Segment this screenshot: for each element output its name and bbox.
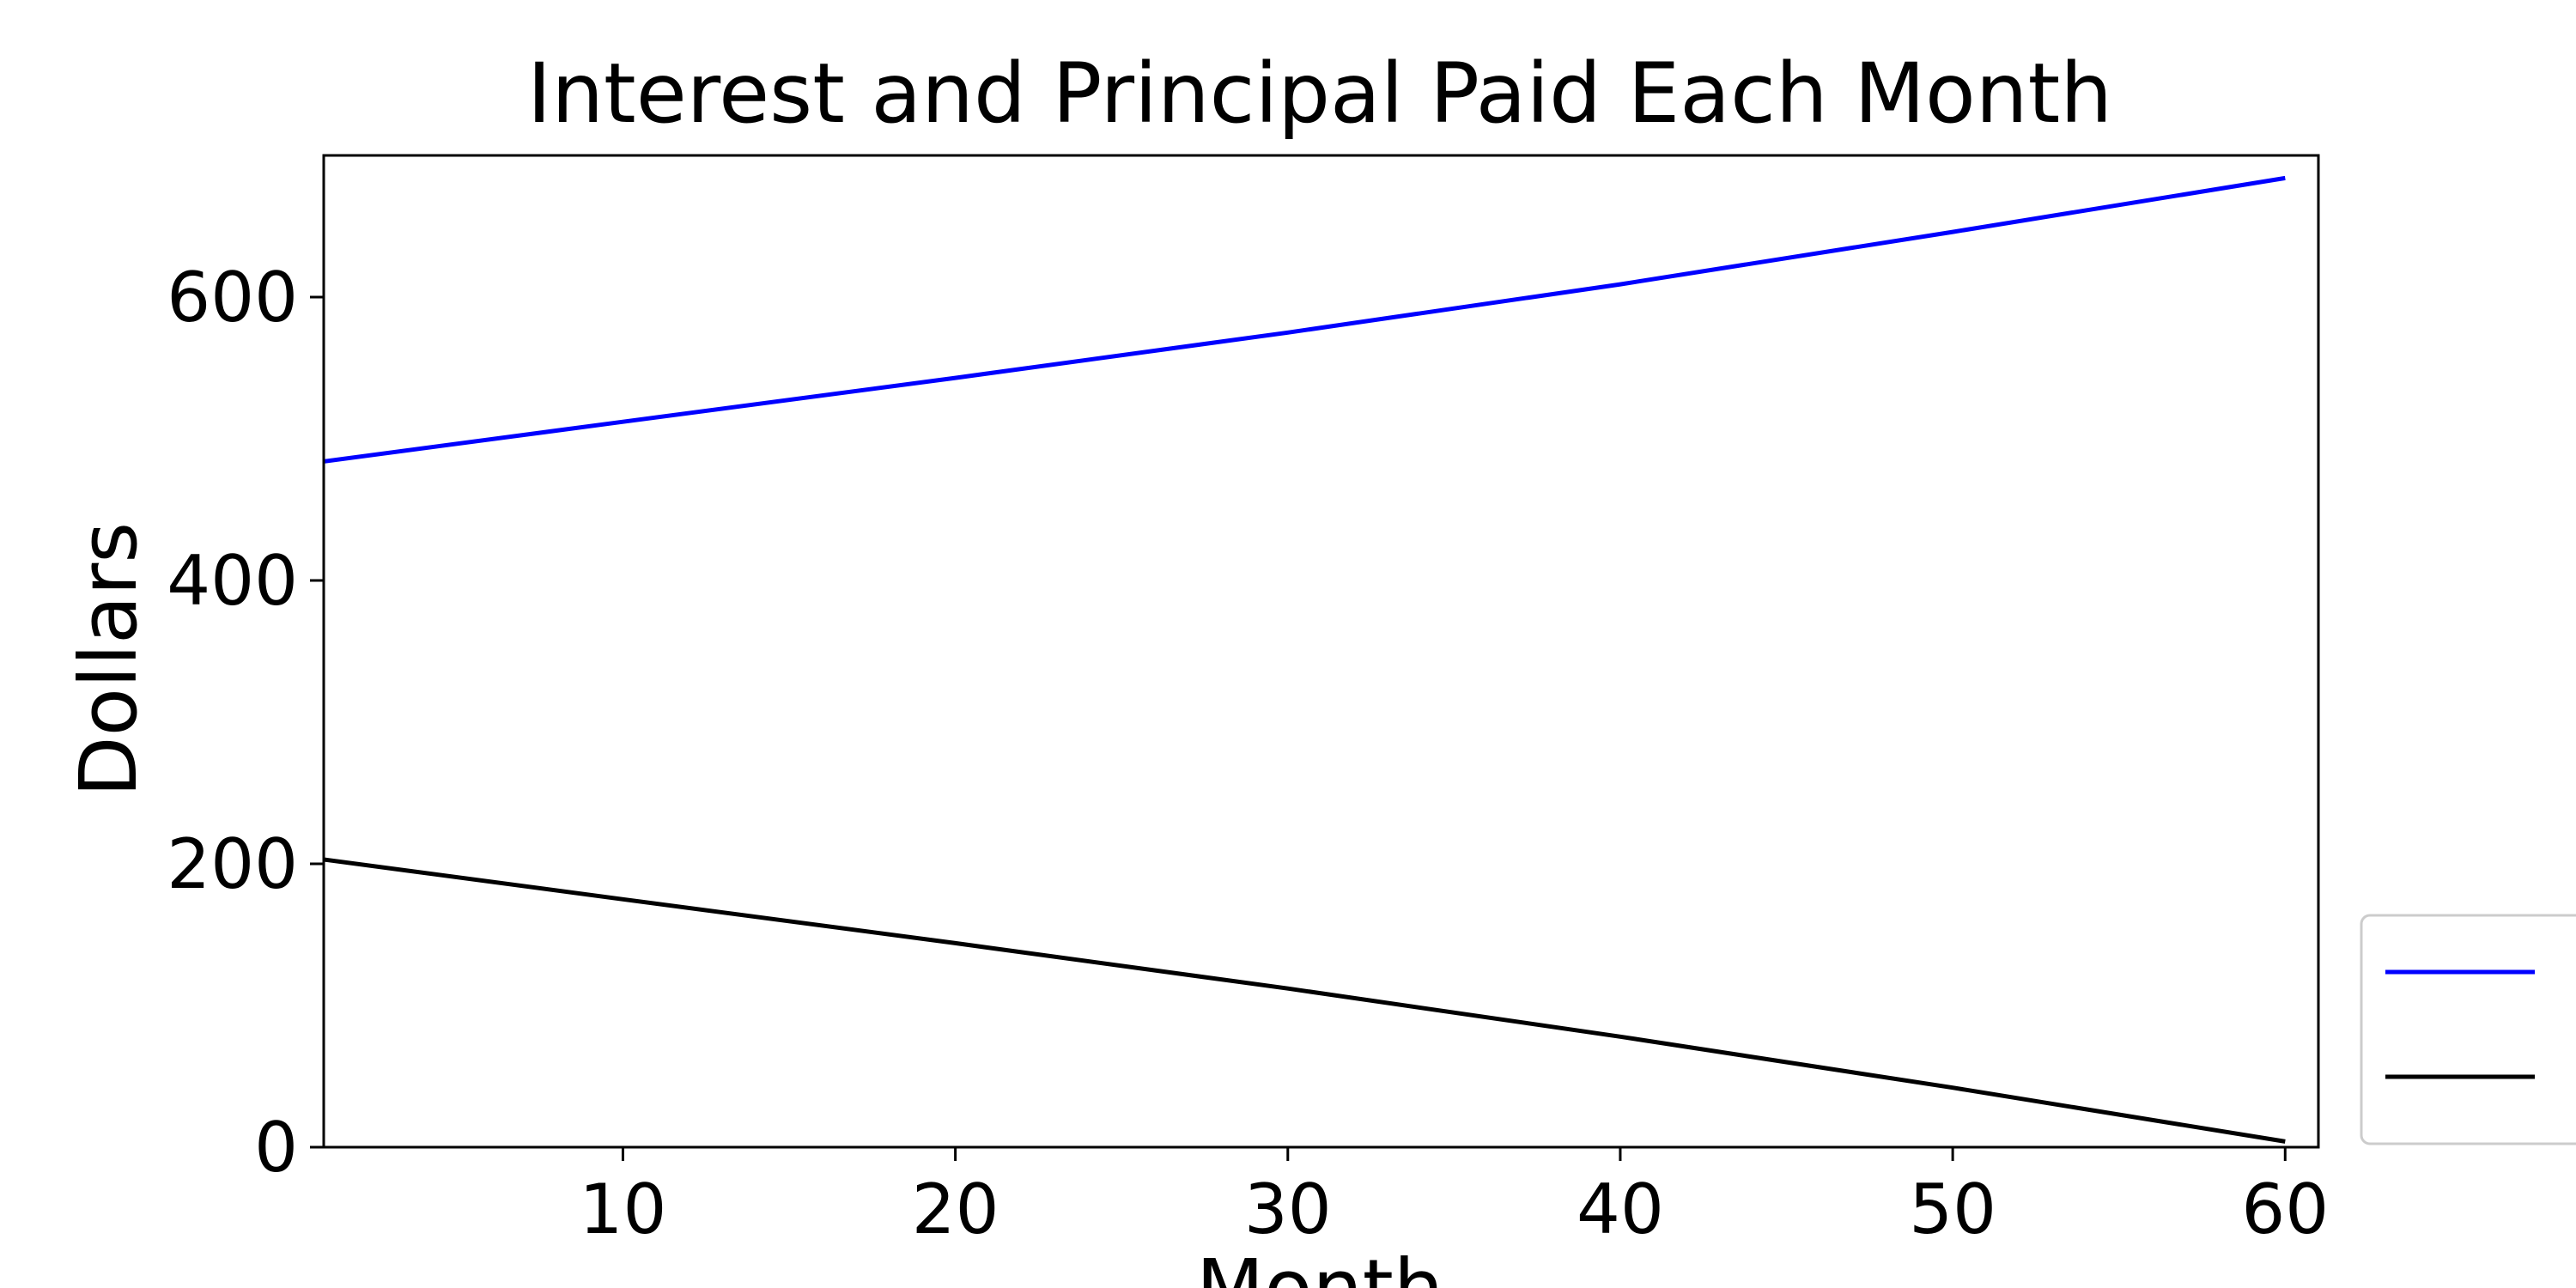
y-tick-label: 200 — [167, 824, 298, 904]
y-tick-label: 0 — [254, 1108, 298, 1188]
legend — [2360, 914, 2576, 1145]
x-tick-label: 50 — [1909, 1170, 1996, 1249]
x-axis-label: Month — [1196, 1242, 1443, 1288]
plot-area-frame — [322, 154, 2320, 1149]
x-tick-label: 60 — [2241, 1170, 2329, 1249]
series-lines — [323, 175, 2286, 1144]
y-tick-label: 600 — [167, 258, 298, 337]
y-tick-label: 400 — [167, 541, 298, 621]
y-axis-ticks: 0 200 400 600 — [167, 258, 324, 1188]
chart-title: Interest and Principal Paid Each Month — [527, 46, 2112, 142]
x-tick-label: 30 — [1244, 1170, 1332, 1249]
x-tick-label: 10 — [580, 1170, 667, 1249]
legend-box — [2360, 914, 2576, 1145]
series-line — [323, 857, 2286, 1144]
series-line — [323, 175, 2286, 464]
x-tick-label: 20 — [912, 1170, 999, 1249]
x-tick-label: 40 — [1577, 1170, 1664, 1249]
x-axis-ticks: 10 20 30 40 50 60 — [580, 1147, 2329, 1249]
y-axis-label: Dollars — [63, 522, 155, 797]
